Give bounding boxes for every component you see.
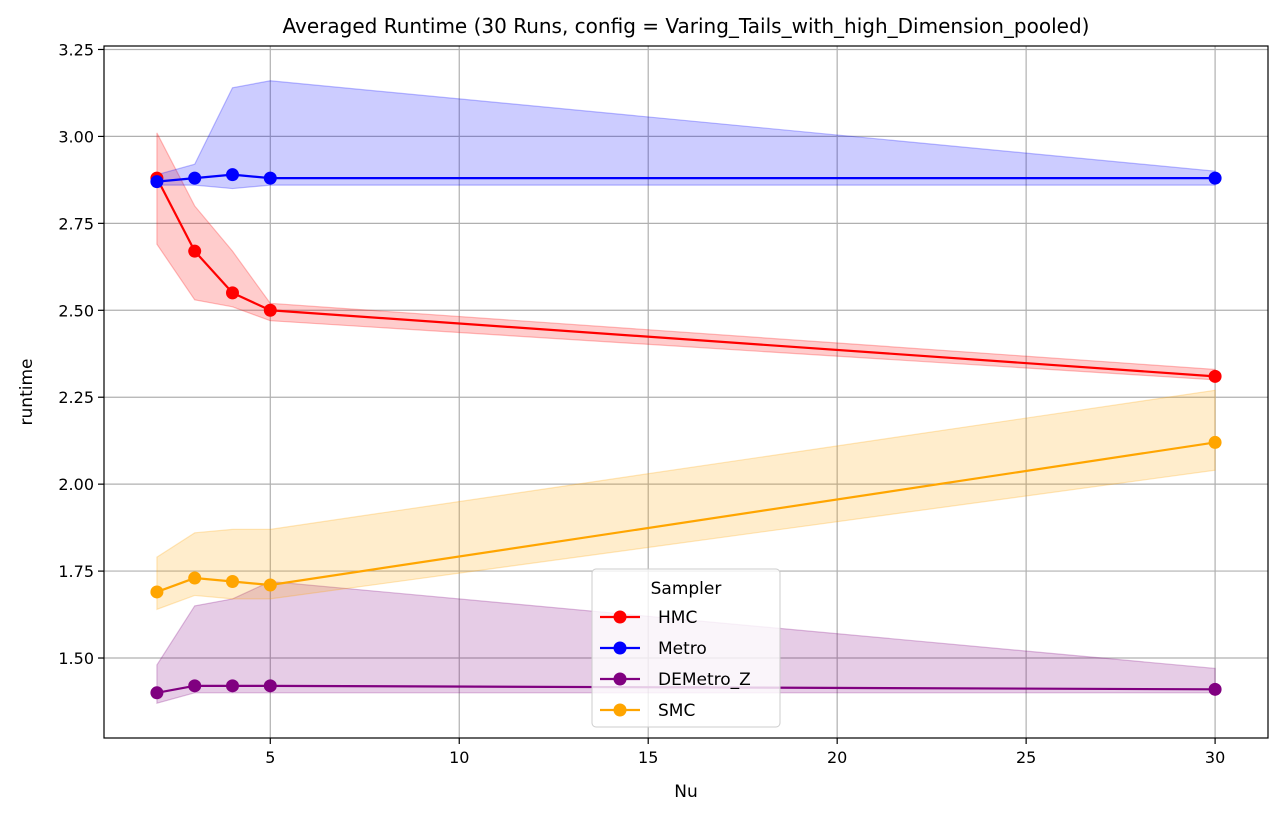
metro-point [188, 171, 202, 185]
hmc-point [225, 286, 239, 300]
demetro-z-point [263, 679, 277, 693]
demetro-z-point [150, 686, 164, 700]
legend-box [591, 568, 781, 728]
y-tick-label: 1.50 [58, 649, 94, 668]
hmc-point [188, 244, 202, 258]
legend: Sampler HMC Metro DEMetro_Z SMC [591, 568, 781, 728]
y-tick-label: 3.00 [58, 127, 94, 146]
legend-metro-label: Metro [658, 639, 707, 659]
plot-frame [103, 45, 1269, 739]
y-tick-label: 2.00 [58, 475, 94, 494]
series-points [150, 168, 1222, 700]
legend-metro-marker [613, 641, 627, 655]
smc-point [188, 571, 202, 585]
smc-point [150, 585, 164, 599]
confidence-bands [156, 80, 1216, 705]
x-tick-label: 30 [1205, 748, 1225, 767]
y-axis-ticks: 1.50 1.75 2.00 2.25 2.50 2.75 3.00 3.25 [58, 40, 104, 668]
x-tick-label: 10 [449, 748, 469, 767]
metro-point [1208, 171, 1222, 185]
legend-hmc-label: HMC [658, 608, 697, 628]
y-axis-label: runtime [17, 359, 37, 426]
x-axis-ticks: 5 10 15 20 25 30 [265, 738, 1225, 767]
legend-smc-label: SMC [658, 701, 695, 721]
y-tick-label: 1.75 [58, 562, 94, 581]
smc-band [156, 389, 1216, 611]
demetro-z-point [188, 679, 202, 693]
demetro-z-point [1208, 682, 1222, 696]
x-tick-label: 20 [827, 748, 847, 767]
legend-hmc-marker [613, 610, 627, 624]
legend-demetro-z-label: DEMetro_Z [658, 670, 751, 690]
smc-point [1208, 435, 1222, 449]
grid [104, 46, 1268, 738]
y-tick-label: 2.50 [58, 301, 94, 320]
legend-title: Sampler [651, 579, 722, 599]
x-tick-label: 5 [265, 748, 275, 767]
y-tick-label: 2.25 [58, 388, 94, 407]
smc-point [225, 575, 239, 589]
metro-band [156, 80, 1216, 190]
metro-point [150, 175, 164, 189]
legend-items: HMC Metro DEMetro_Z SMC [600, 608, 751, 721]
x-axis-label: Nu [674, 782, 698, 802]
metro-point [225, 168, 239, 182]
hmc-point [1208, 369, 1222, 383]
metro-point [263, 171, 277, 185]
hmc-point [263, 303, 277, 317]
x-tick-label: 25 [1016, 748, 1036, 767]
smc-point [263, 578, 277, 592]
x-tick-label: 15 [638, 748, 658, 767]
demetro-z-point [225, 679, 239, 693]
legend-demetro-z-marker [613, 672, 627, 686]
legend-smc-marker [613, 703, 627, 717]
y-tick-label: 3.25 [58, 40, 94, 59]
chart-title: Averaged Runtime (30 Runs, config = Vari… [283, 14, 1090, 38]
y-tick-label: 2.75 [58, 214, 94, 233]
